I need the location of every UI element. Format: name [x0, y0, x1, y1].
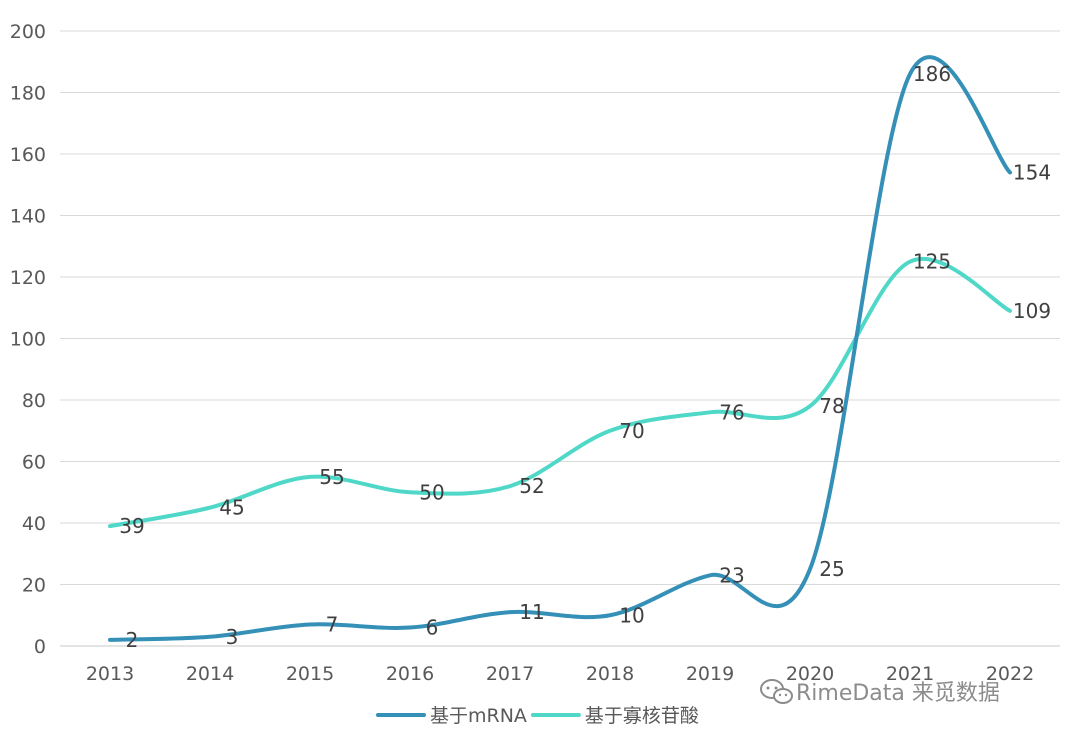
y-axis-ticks: 0 20 40 60 80 100 120 140 160 180 200 — [10, 21, 46, 658]
y-tick-label: 120 — [10, 267, 46, 289]
data-label: 39 — [119, 514, 144, 538]
legend-label: 基于mRNA — [430, 705, 527, 727]
y-tick-label: 60 — [22, 452, 46, 474]
series-line — [108, 55, 1012, 642]
y-tick-label: 0 — [34, 636, 46, 658]
data-label: 70 — [619, 419, 644, 443]
wechat-icon — [760, 679, 793, 704]
x-tick-label: 2020 — [786, 663, 834, 685]
data-label: 7 — [326, 612, 339, 636]
x-tick-label: 2019 — [686, 663, 734, 685]
y-tick-label: 140 — [10, 206, 46, 228]
data-label: 2 — [126, 628, 139, 652]
y-tick-label: 180 — [10, 83, 46, 105]
y-tick-label: 100 — [10, 329, 46, 351]
y-tick-label: 80 — [22, 390, 46, 412]
x-tick-label: 2013 — [86, 663, 134, 685]
x-tick-label: 2015 — [286, 663, 334, 685]
data-label: 3 — [226, 625, 239, 649]
data-label: 154 — [1013, 160, 1051, 184]
data-label: 78 — [819, 394, 844, 418]
data-label: 125 — [913, 250, 951, 274]
series-lines — [108, 55, 1012, 642]
data-label: 186 — [913, 62, 951, 86]
data-label: 50 — [419, 480, 444, 504]
watermark: RimeData 来觅数据 — [760, 679, 1000, 706]
y-tick-label: 200 — [10, 21, 46, 43]
x-axis-ticks: 2013 2014 2015 2016 2017 2018 2019 2020 2021 2022 — [86, 663, 1034, 685]
data-label: 52 — [519, 474, 544, 498]
data-label: 6 — [426, 616, 439, 640]
data-label: 55 — [319, 465, 344, 489]
legend-label: 基于寡核苷酸 — [585, 705, 699, 727]
data-label: 25 — [819, 557, 844, 581]
data-label: 45 — [219, 496, 244, 520]
data-label: 23 — [719, 563, 744, 587]
series-line — [108, 257, 1012, 529]
grid-lines — [60, 30, 1060, 647]
x-tick-label: 2014 — [186, 663, 234, 685]
x-tick-label: 2021 — [886, 663, 934, 685]
data-label: 109 — [1013, 299, 1051, 323]
x-tick-label: 2022 — [986, 663, 1034, 685]
x-tick-label: 2017 — [486, 663, 534, 685]
x-tick-label: 2018 — [586, 663, 634, 685]
y-tick-label: 40 — [22, 513, 46, 535]
y-tick-label: 20 — [22, 575, 46, 597]
data-label: 11 — [519, 600, 544, 624]
y-tick-label: 160 — [10, 144, 46, 166]
x-tick-label: 2016 — [386, 663, 434, 685]
legend: 基于mRNA 基于寡核苷酸 — [376, 705, 699, 727]
data-label: 10 — [619, 603, 644, 627]
data-label: 76 — [719, 400, 744, 424]
watermark-text: RimeData 来觅数据 — [796, 681, 1000, 706]
